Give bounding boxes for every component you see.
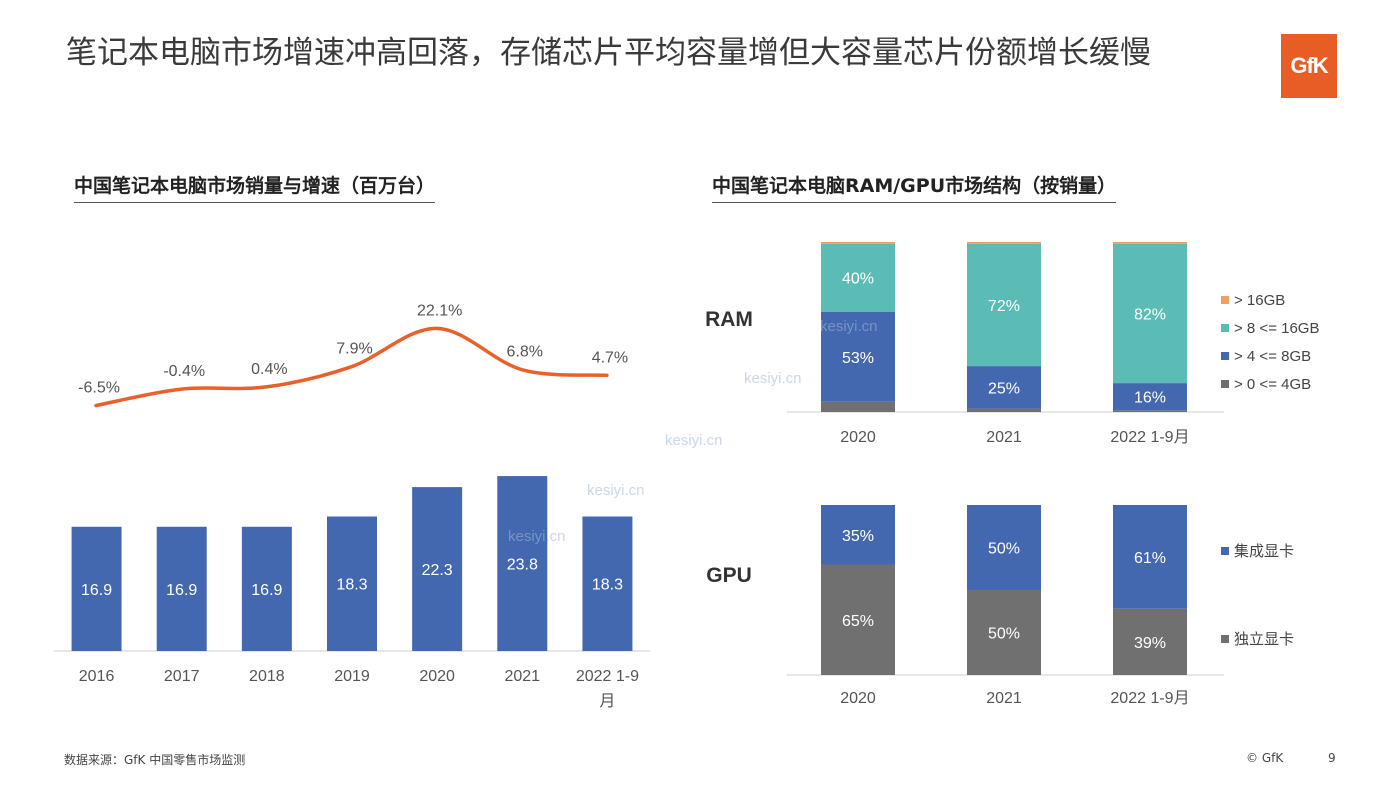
legend-label: > 8 <= 16GB (1234, 320, 1319, 337)
stacked-segment (967, 242, 1041, 244)
stacked-segment (967, 505, 1041, 590)
segment-label: 61% (1134, 550, 1166, 567)
stacked-segment (821, 564, 895, 675)
page-title: 笔记本电脑市场增速冲高回落，存储芯片平均容量增但大容量芯片份额增长缓慢 (66, 35, 1151, 71)
stacked-segment (821, 311, 895, 402)
legend-label: > 16GB (1234, 292, 1285, 309)
watermark-text: kesiyi.cn (508, 528, 566, 545)
x-tick-label: 2022 1-9月 (1110, 429, 1189, 446)
sales-bar (156, 526, 207, 651)
bar-value-label: 16.9 (166, 582, 197, 599)
x-tick-label: 2018 (249, 668, 285, 685)
stacked-segment (1113, 410, 1187, 412)
stacked-segment (1113, 608, 1187, 675)
data-source: 数据来源：GfK 中国零售市场监测 (64, 753, 246, 767)
legend-label: > 0 <= 4GB (1234, 376, 1311, 393)
legend-label: 独立显卡 (1234, 631, 1294, 648)
x-tick-label: 2020 (840, 429, 876, 446)
segment-label: 35% (842, 528, 874, 545)
stacked-segment (967, 590, 1041, 675)
stacked-segment (1113, 242, 1187, 244)
stacked-segment (1113, 383, 1187, 411)
segment-label: 53% (842, 350, 874, 367)
watermark-text: kesiyi.cn (665, 432, 723, 449)
legend-swatch (1221, 296, 1229, 304)
watermark-text: kesiyi.cn (587, 482, 645, 499)
sales-bar (412, 487, 463, 651)
stacked-segment (967, 366, 1041, 409)
segment-label: 72% (988, 298, 1020, 315)
segment-label: 40% (842, 271, 874, 288)
ram-row-label: RAM (705, 308, 753, 331)
growth-label: 7.9% (336, 341, 372, 358)
page-number: 9 (1328, 751, 1336, 765)
watermark-text: kesiyi.cn (744, 370, 802, 387)
segment-label: 25% (988, 380, 1020, 397)
segment-label: 16% (1134, 390, 1166, 407)
legend-label: 集成显卡 (1234, 543, 1294, 560)
x-tick-label: 2022 1-9月 (1110, 690, 1189, 707)
growth-label: 0.4% (251, 361, 287, 378)
x-tick-label: 2021 (986, 429, 1022, 446)
stacked-segment (821, 505, 895, 565)
sales-growth-chart: 16.9 2016 16.9 2017 16.9 2018 18.3 2019 22.3 2020… (54, 302, 650, 710)
growth-label: -0.4% (163, 363, 205, 380)
x-tick-label: 2021 (986, 690, 1022, 707)
left-chart-title: 中国笔记本电脑市场销量与增速（百万台） (74, 171, 436, 203)
bar-value-label: 18.3 (592, 577, 623, 594)
x-tick-label: 2016 (79, 668, 115, 685)
gpu-row-label: GPU (706, 564, 752, 587)
bar-value-label: 22.3 (422, 562, 453, 579)
x-tick-label: 2020 (840, 690, 876, 707)
watermark-text: kesiyi.cn (820, 318, 878, 335)
x-tick-label: 2020 (419, 668, 455, 685)
stacked-segment (967, 243, 1041, 367)
segment-label: 65% (842, 613, 874, 630)
x-tick-label: 2017 (164, 668, 200, 685)
gfk-logo: GfK (1281, 34, 1337, 98)
legend-swatch (1221, 547, 1229, 555)
legend-swatch (1221, 635, 1229, 643)
growth-label: 4.7% (592, 349, 628, 366)
stacked-segment (1113, 505, 1187, 609)
stacked-segment (821, 242, 895, 244)
bar-value-label: 16.9 (251, 582, 282, 599)
segment-label: 39% (1134, 635, 1166, 652)
legend-swatch (1221, 324, 1229, 332)
stacked-segment (1113, 243, 1187, 384)
segment-label: 50% (988, 626, 1020, 643)
ram-structure-chart: RAM 53% 40% 2020 25% 72% 2021 16% 82% 2022 1-9月 > … (705, 242, 1319, 446)
bar-value-label: 23.8 (507, 557, 538, 574)
stacked-segment (821, 243, 895, 312)
right-chart-title: 中国笔记本电脑RAM/GPU市场结构（按销量） (712, 171, 1117, 203)
legend-label: > 4 <= 8GB (1234, 348, 1311, 365)
growth-label: 22.1% (417, 302, 462, 319)
sales-bar (71, 526, 122, 651)
bar-value-label: 18.3 (336, 577, 367, 594)
sales-bar (497, 476, 548, 651)
stacked-segment (967, 408, 1041, 412)
gpu-structure-chart: GPU 65% 35% 2020 50% 50% 2021 39% 61% 2022 1-9月 集成… (706, 505, 1294, 707)
sales-bar (241, 526, 292, 651)
stacked-segment (821, 401, 895, 412)
growth-label: 6.8% (507, 344, 543, 361)
x-tick-label: 2019 (334, 668, 370, 685)
segment-label: 82% (1134, 306, 1166, 323)
legend-swatch (1221, 380, 1229, 388)
sales-bar (582, 516, 633, 651)
sales-bar (327, 516, 377, 651)
legend-swatch (1221, 352, 1229, 360)
copyright: © GfK (1246, 751, 1284, 765)
growth-label: -6.5% (78, 380, 120, 397)
growth-line (94, 326, 609, 408)
segment-label: 50% (988, 541, 1020, 558)
bar-value-label: 16.9 (81, 582, 112, 599)
x-tick-label: 2021 (504, 668, 540, 685)
